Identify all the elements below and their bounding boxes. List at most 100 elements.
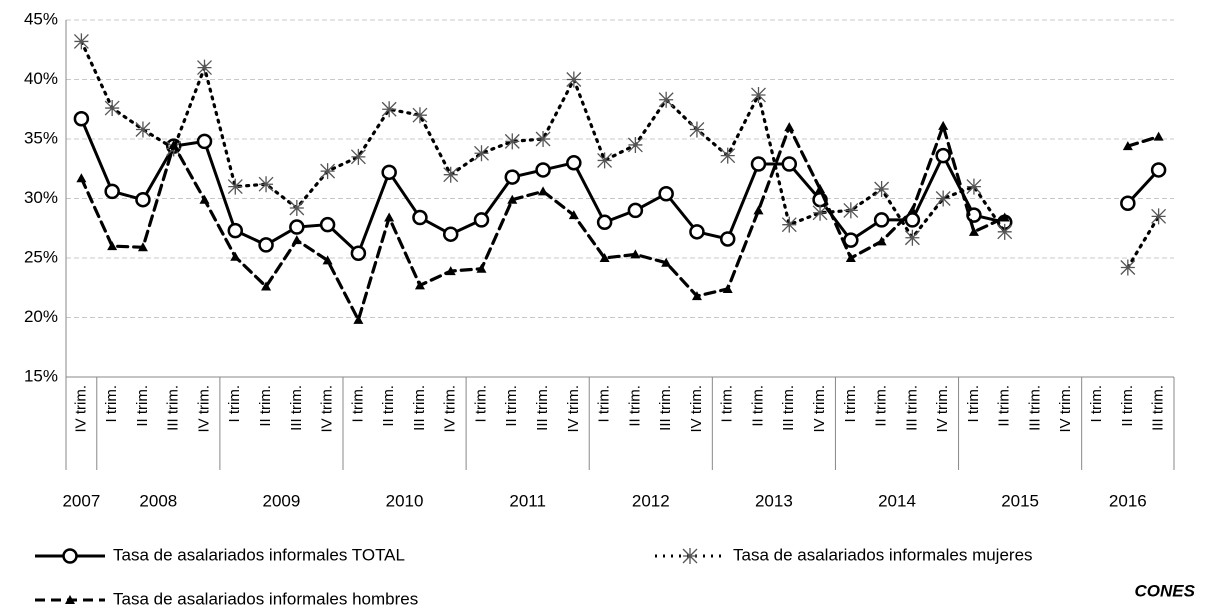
legend-item: Tasa de asalariados informales hombres: [35, 589, 418, 608]
x-tick-label: IV trim.: [442, 385, 459, 433]
legend-label: Tasa de asalariados informales hombres: [113, 589, 418, 608]
marker: [322, 255, 333, 265]
x-tick-label: II trim.: [380, 385, 397, 427]
marker: [350, 148, 366, 165]
year-label: 2015: [1001, 491, 1039, 510]
marker: [966, 178, 982, 195]
marker: [289, 200, 305, 217]
x-tick-label: III trim.: [1150, 385, 1167, 431]
x-tick-label: IV trim.: [811, 385, 828, 433]
marker: [968, 226, 979, 236]
marker: [291, 235, 302, 245]
marker: [73, 111, 90, 127]
marker: [442, 226, 459, 242]
marker: [135, 121, 151, 138]
year-label: 2008: [139, 491, 177, 510]
x-tick-label: II trim.: [1119, 385, 1136, 427]
marker: [65, 595, 75, 604]
x-tick-label: II trim.: [626, 385, 643, 427]
x-tick-label: IV trim.: [934, 385, 951, 433]
marker: [412, 209, 428, 226]
marker: [682, 548, 698, 564]
marker: [227, 178, 243, 195]
marker: [381, 164, 397, 181]
marker: [599, 253, 610, 262]
marker: [630, 249, 641, 259]
x-tick-label: I trim.: [719, 385, 736, 423]
marker: [1122, 141, 1133, 151]
x-tick-label: III trim.: [1026, 385, 1043, 431]
x-tick-label: II trim.: [873, 385, 890, 427]
x-tick-label: II trim.: [257, 385, 274, 427]
marker: [261, 281, 272, 291]
x-tick-label: I trim.: [842, 385, 859, 423]
marker: [597, 152, 613, 169]
marker: [538, 186, 549, 196]
marker: [104, 183, 120, 200]
marker: [907, 205, 918, 215]
series-line: [79, 39, 1161, 270]
marker: [781, 156, 798, 172]
marker: [443, 166, 459, 183]
legend-label: Tasa de asalariados informales TOTAL: [113, 545, 405, 564]
marker: [784, 122, 795, 132]
x-tick-label: II trim.: [996, 385, 1013, 427]
year-label: 2009: [263, 491, 301, 510]
x-tick-label: IV trim.: [319, 385, 336, 433]
x-tick-label: III trim.: [288, 385, 305, 431]
x-tick-label: III trim.: [165, 385, 182, 431]
marker: [689, 224, 705, 240]
marker: [227, 222, 244, 239]
legend-item: Tasa de asalariados informales TOTAL: [35, 545, 405, 564]
marker: [722, 283, 733, 293]
marker: [258, 237, 274, 253]
marker: [658, 91, 674, 108]
x-tick-label: IV trim.: [195, 385, 212, 433]
marker: [135, 191, 151, 208]
x-tick-label: I trim.: [472, 385, 489, 423]
y-tick-label: 45%: [24, 9, 58, 28]
marker: [62, 548, 78, 564]
marker: [137, 242, 148, 252]
year-label: 2013: [755, 491, 793, 510]
marker: [474, 145, 489, 162]
year-label: 2010: [386, 491, 424, 510]
marker: [319, 216, 336, 233]
marker: [230, 251, 241, 261]
year-label: 2012: [632, 491, 670, 510]
marker: [196, 133, 213, 150]
marker: [1150, 162, 1167, 178]
year-label: 2014: [878, 491, 916, 510]
marker: [691, 291, 702, 301]
marker: [751, 86, 766, 103]
marker: [689, 121, 705, 138]
marker: [535, 131, 551, 147]
marker: [873, 212, 890, 228]
marker: [289, 219, 305, 235]
legend-label: Tasa de asalariados informales mujeres: [733, 545, 1033, 564]
year-label: 2007: [62, 491, 100, 510]
y-tick-label: 35%: [24, 128, 58, 147]
marker: [168, 139, 179, 149]
x-tick-label: IV trim.: [72, 385, 89, 433]
x-tick-label: I trim.: [103, 385, 120, 423]
marker: [258, 176, 274, 193]
y-tick-label: 30%: [24, 188, 58, 207]
x-tick-label: IV trim.: [565, 385, 582, 433]
year-label: 2016: [1109, 491, 1147, 510]
marker: [381, 101, 397, 118]
marker: [1120, 195, 1136, 212]
x-tick-label: III trim.: [534, 385, 551, 431]
y-tick-label: 40%: [24, 69, 58, 88]
marker: [596, 214, 613, 231]
marker: [658, 185, 674, 202]
marker: [935, 190, 951, 207]
marker: [627, 136, 643, 153]
marker: [753, 205, 764, 215]
marker: [781, 216, 797, 233]
year-label: 2011: [509, 491, 546, 510]
marker: [904, 212, 921, 228]
marker: [815, 183, 826, 193]
marker: [199, 194, 210, 204]
